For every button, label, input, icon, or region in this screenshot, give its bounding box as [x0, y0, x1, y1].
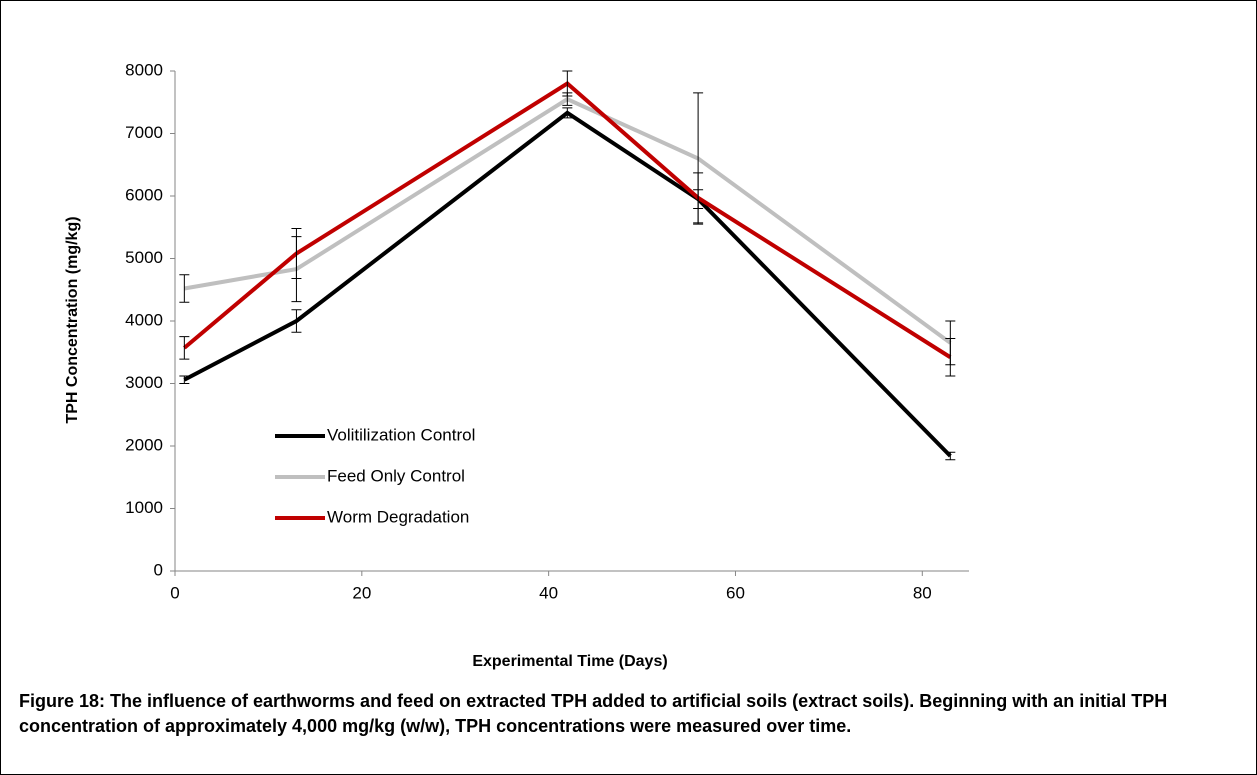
y-tick-label: 7000	[125, 123, 163, 142]
legend-label: Worm Degradation	[327, 507, 469, 526]
x-tick-label: 20	[352, 583, 371, 602]
x-axis-label: Experimental Time (Days)	[472, 653, 667, 670]
legend-label: Volitilization Control	[327, 425, 475, 444]
series-line	[183, 81, 952, 359]
y-tick-label: 0	[154, 560, 163, 579]
error-bar	[179, 336, 190, 360]
x-tick-label: 40	[539, 583, 558, 602]
error-bar	[179, 274, 190, 303]
error-bar	[945, 338, 956, 377]
error-bar	[693, 172, 704, 224]
y-tick-label: 5000	[125, 248, 163, 267]
x-tick-label: 60	[726, 583, 745, 602]
y-tick-label: 3000	[125, 373, 163, 392]
error-bar	[291, 228, 302, 279]
legend-label: Feed Only Control	[327, 466, 465, 485]
y-tick-label: 1000	[125, 498, 163, 517]
error-bar	[291, 309, 302, 333]
y-tick-label: 4000	[125, 310, 163, 329]
error-bar	[179, 375, 190, 384]
chart: Experimental Time (Days) TPH Concentrati…	[64, 60, 969, 670]
caption: Figure 18: The influence of earthworms a…	[19, 691, 1168, 736]
x-tick-label: 80	[913, 583, 932, 602]
series-line	[184, 96, 952, 345]
error-bar	[562, 70, 573, 97]
error-bar	[562, 107, 573, 119]
y-tick-label: 6000	[125, 185, 163, 204]
x-tick-label: 0	[170, 583, 179, 602]
y-axis-label: TPH Concentration (mg/kg)	[64, 216, 81, 423]
y-tick-label: 8000	[125, 60, 163, 79]
error-bar	[945, 451, 956, 461]
y-tick-label: 2000	[125, 435, 163, 454]
